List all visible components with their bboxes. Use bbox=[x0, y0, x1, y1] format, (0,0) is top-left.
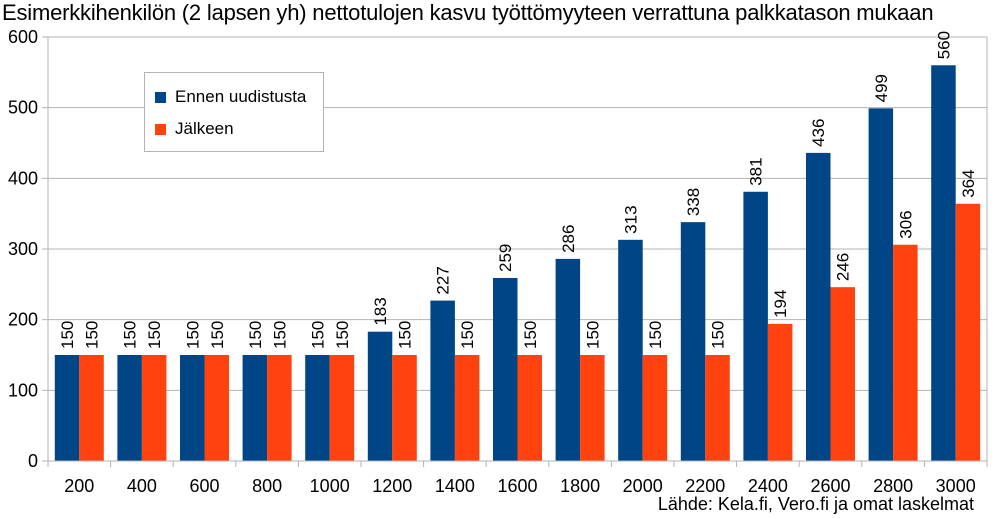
chart-title: Esimerkkihenkilön (2 lapsen yh) nettotul… bbox=[2, 0, 934, 25]
data-label-series-1: 286 bbox=[559, 225, 578, 253]
legend-item-series-1: Ennen uudistusta bbox=[155, 87, 306, 107]
x-tick-label: 1400 bbox=[435, 476, 475, 496]
x-tick-label: 3000 bbox=[936, 476, 976, 496]
data-label-series-1: 499 bbox=[872, 74, 891, 102]
legend-label-series-2: Jälkeen bbox=[175, 119, 234, 138]
y-tick-label: 200 bbox=[8, 310, 38, 330]
legend-item-series-2: Jälkeen bbox=[155, 119, 234, 139]
bar-series-2 bbox=[392, 355, 417, 461]
y-tick-label: 300 bbox=[8, 239, 38, 259]
bar-series-2 bbox=[830, 287, 855, 461]
x-tick-label: 1000 bbox=[310, 476, 350, 496]
data-label-series-2: 150 bbox=[145, 321, 164, 349]
y-tick-label: 100 bbox=[8, 380, 38, 400]
data-label-series-2: 150 bbox=[583, 321, 602, 349]
bar-series-1 bbox=[305, 355, 330, 461]
data-label-series-1: 150 bbox=[246, 321, 265, 349]
bar-series-1 bbox=[367, 331, 393, 461]
x-tick-label: 2600 bbox=[810, 476, 850, 496]
data-label-series-2: 150 bbox=[396, 321, 415, 349]
y-tick-label: 600 bbox=[8, 27, 38, 47]
data-label-series-2: 194 bbox=[771, 290, 790, 318]
y-tick-label: 500 bbox=[8, 98, 38, 118]
data-label-series-1: 313 bbox=[621, 205, 640, 233]
data-label-series-1: 150 bbox=[121, 321, 140, 349]
bar-series-2 bbox=[329, 355, 355, 461]
x-tick-label: 400 bbox=[127, 476, 157, 496]
bar-series-2 bbox=[267, 355, 292, 461]
data-label-series-2: 364 bbox=[959, 169, 978, 197]
data-label-series-1: 259 bbox=[496, 244, 515, 272]
bar-series-2 bbox=[955, 203, 981, 462]
data-label-series-2: 150 bbox=[208, 321, 227, 349]
x-tick-label: 1800 bbox=[560, 476, 600, 496]
bar-series-2 bbox=[642, 355, 668, 461]
bar-series-1 bbox=[54, 355, 80, 461]
bar-series-2 bbox=[454, 355, 480, 461]
legend-label-series-1: Ennen uudistusta bbox=[175, 87, 307, 106]
legend-swatch-series-1 bbox=[155, 91, 166, 103]
bar-series-1 bbox=[180, 355, 205, 461]
data-label-series-2: 306 bbox=[896, 210, 915, 238]
bar-series-1 bbox=[868, 108, 894, 461]
bar-series-1 bbox=[680, 222, 706, 461]
data-label-series-1: 150 bbox=[308, 321, 327, 349]
bar-series-2 bbox=[204, 355, 229, 461]
bar-series-2 bbox=[517, 355, 542, 461]
bar-series-2 bbox=[893, 244, 918, 461]
x-tick-label: 600 bbox=[189, 476, 219, 496]
bar-series-1 bbox=[242, 355, 268, 461]
data-label-series-2: 246 bbox=[834, 253, 853, 281]
x-tick-label: 2200 bbox=[685, 476, 725, 496]
data-label-series-2: 150 bbox=[458, 321, 477, 349]
bar-series-2 bbox=[705, 355, 730, 461]
data-label-series-1: 381 bbox=[747, 157, 766, 185]
chart-source-note: Lähde: Kela.fi, Vero.fi ja omat laskelma… bbox=[657, 494, 974, 514]
x-tick-label: 2000 bbox=[623, 476, 663, 496]
data-label-series-2: 150 bbox=[646, 321, 665, 349]
data-label-series-1: 150 bbox=[183, 321, 202, 349]
data-label-series-1: 560 bbox=[934, 31, 953, 59]
bar-series-1 bbox=[430, 300, 455, 461]
bar-series-2 bbox=[141, 355, 167, 461]
x-tick-label: 2800 bbox=[873, 476, 913, 496]
chart-legend: Ennen uudistusta Jälkeen bbox=[144, 72, 324, 152]
bar-series-1 bbox=[931, 65, 956, 462]
legend-swatch-series-2 bbox=[155, 123, 166, 135]
data-label-series-1: 227 bbox=[434, 266, 453, 294]
bar-series-1 bbox=[806, 152, 831, 462]
data-label-series-2: 150 bbox=[709, 321, 728, 349]
bar-series-2 bbox=[79, 355, 104, 461]
bar-series-1 bbox=[743, 191, 768, 461]
bar-series-2 bbox=[767, 323, 793, 461]
x-tick-label: 1200 bbox=[372, 476, 412, 496]
bar-series-1 bbox=[555, 258, 581, 461]
data-label-series-1: 436 bbox=[809, 119, 828, 147]
x-tick-label: 2400 bbox=[748, 476, 788, 496]
data-label-series-1: 338 bbox=[684, 188, 703, 216]
bar-series-1 bbox=[618, 239, 643, 461]
bar-series-1 bbox=[493, 277, 518, 461]
bar-series-1 bbox=[117, 355, 142, 461]
data-label-series-2: 150 bbox=[521, 321, 540, 349]
y-tick-label: 0 bbox=[28, 451, 38, 471]
x-tick-label: 200 bbox=[64, 476, 94, 496]
x-tick-label: 800 bbox=[252, 476, 282, 496]
bar-series-2 bbox=[580, 355, 605, 461]
x-tick-label: 1600 bbox=[497, 476, 537, 496]
data-label-series-1: 183 bbox=[371, 297, 390, 325]
data-label-series-1: 150 bbox=[58, 321, 77, 349]
data-label-series-2: 150 bbox=[333, 321, 352, 349]
y-tick-label: 400 bbox=[8, 168, 38, 188]
data-label-series-2: 150 bbox=[270, 321, 289, 349]
data-label-series-2: 150 bbox=[83, 321, 102, 349]
